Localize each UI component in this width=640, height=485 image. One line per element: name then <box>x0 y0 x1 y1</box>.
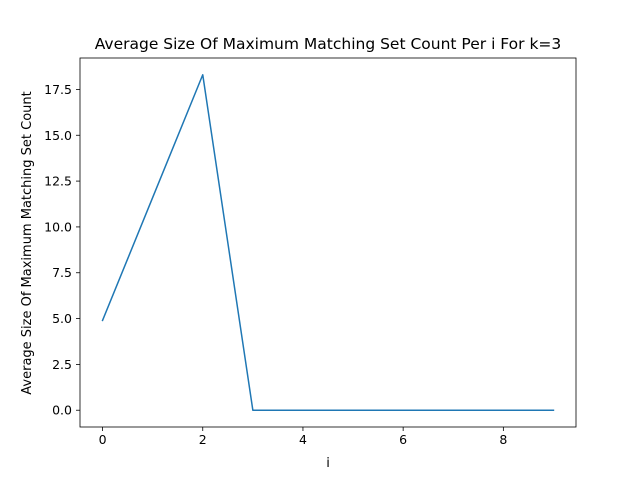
x-tick-label: 6 <box>399 432 407 447</box>
x-tick-label: 2 <box>199 432 207 447</box>
axes: 0 2 4 6 8 0.0 2.5 5.0 7.5 10.0 12.5 15.0 17.5 <box>44 57 577 447</box>
y-tick-label: 15.0 <box>44 128 72 143</box>
y-tick-label: 0.0 <box>52 403 72 418</box>
x-tick-label: 4 <box>299 432 307 447</box>
y-tick-label: 5.0 <box>52 311 72 326</box>
y-tick-label: 7.5 <box>52 265 72 280</box>
x-axis-label: i <box>326 456 330 471</box>
y-tick-label: 17.5 <box>44 82 72 97</box>
y-tick-label: 2.5 <box>52 357 72 372</box>
plot-area <box>101 74 555 411</box>
chart-title: Average Size Of Maximum Matching Set Cou… <box>95 35 562 53</box>
x-tick-label: 0 <box>99 432 107 447</box>
y-tick-label: 10.0 <box>44 219 72 234</box>
axes-frame <box>79 57 577 428</box>
series-line-0 <box>101 74 555 411</box>
y-axis-label: Average Size Of Maximum Matching Set Cou… <box>20 91 35 394</box>
x-tick-label: 8 <box>499 432 507 447</box>
y-tick-label: 12.5 <box>44 174 72 189</box>
